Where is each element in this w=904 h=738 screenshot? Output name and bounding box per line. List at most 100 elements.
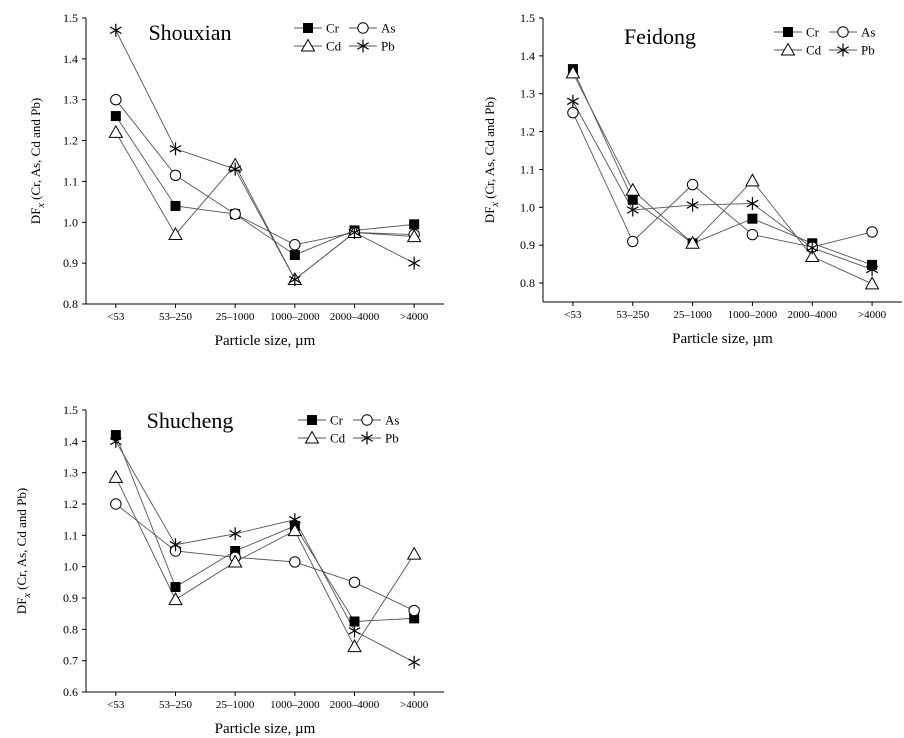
data-point-pb — [109, 434, 122, 448]
data-point-as — [348, 576, 361, 589]
data-point-as — [686, 178, 699, 191]
data-point-cr — [627, 194, 638, 205]
series-line-cr — [572, 68, 873, 266]
series-cd — [108, 469, 422, 653]
x-tick-label: 53–250 — [159, 699, 193, 711]
series-line-cr — [115, 434, 415, 622]
x-axis-title: Particle size, µm — [215, 721, 316, 737]
y-axis-title-rest: (Cr, As, Cd and Pb) — [28, 98, 43, 203]
data-point-cr — [409, 219, 420, 230]
series-as — [110, 498, 420, 617]
y-tick-label: 0.9 — [63, 256, 78, 270]
x-tick-label: 1000–2000 — [270, 699, 320, 711]
y-tick-label: 1.5 — [520, 11, 535, 25]
data-point-cd — [745, 173, 760, 187]
legend-label-cr: Cr — [806, 25, 820, 40]
legend-marker-cd — [780, 42, 796, 56]
legend-label-cr: Cr — [326, 21, 340, 36]
data-point-pb — [288, 272, 301, 286]
series-line-cd — [115, 477, 415, 648]
x-tick-label: <53 — [107, 699, 125, 711]
y-axis-title-main: DF — [482, 207, 497, 224]
data-point-cd — [625, 182, 641, 196]
data-point-cr — [747, 213, 758, 224]
legend-marker-cd — [300, 38, 316, 52]
data-point-pb — [229, 527, 242, 541]
series-line-pb — [115, 30, 415, 281]
x-tick-label: 25–1000 — [673, 309, 712, 321]
legend-label-as: As — [861, 25, 875, 40]
legend-marker-pb — [357, 39, 369, 53]
data-point-as — [746, 228, 759, 241]
data-point-cd — [406, 229, 422, 243]
legend-label-as: As — [381, 21, 395, 36]
data-point-cd — [108, 469, 124, 483]
y-tick-label: 1.4 — [63, 52, 78, 66]
y-tick-label: 1.5 — [63, 403, 78, 417]
legend-marker-as — [361, 414, 373, 426]
data-point-cd — [685, 235, 700, 249]
data-point-cr — [409, 613, 420, 624]
legend-label-cd: Cd — [330, 431, 346, 446]
data-point-as — [567, 106, 579, 119]
legend-marker-cr — [303, 23, 313, 33]
legend: Cr As Cd Pb — [294, 21, 395, 54]
data-point-pb — [408, 655, 421, 669]
data-point-as — [289, 556, 301, 568]
legend-label-pb: Pb — [385, 431, 399, 446]
y-tick-label: 1.3 — [520, 87, 535, 101]
legend-label-cr: Cr — [330, 413, 344, 428]
data-point-cd — [864, 276, 880, 290]
legend-label-pb: Pb — [381, 39, 395, 54]
data-point-cr — [110, 111, 121, 122]
series-as — [110, 94, 420, 251]
y-tick-label: 1.0 — [63, 215, 78, 229]
data-point-as — [110, 498, 122, 510]
y-tick-label: 0.7 — [63, 654, 78, 668]
series-pb — [566, 94, 879, 276]
data-point-pb — [866, 262, 879, 276]
data-point-pb — [408, 256, 421, 270]
legend-marker-pb — [361, 431, 373, 445]
x-tick-label: 53–250 — [616, 309, 650, 321]
data-point-as — [627, 235, 639, 248]
legend-label-cd: Cd — [806, 43, 822, 58]
data-point-pb — [169, 538, 182, 552]
data-point-pb — [686, 198, 699, 212]
y-axis-title: DFx (Cr, As, Cd and Pb) — [28, 98, 47, 224]
x-tick-label: 25–1000 — [216, 311, 255, 323]
data-point-cr — [349, 616, 360, 627]
series-cr — [567, 64, 878, 270]
data-point-cd — [168, 592, 183, 606]
data-point-cr — [230, 546, 241, 556]
x-tick-label: >4000 — [400, 311, 429, 323]
legend-label-pb: Pb — [861, 43, 875, 58]
data-point-pb — [109, 23, 122, 37]
chart-panel-feidong: 0.8 0.9 1.0 1.1 1.2 1.3 1.4 1.5 <53 53–250 25–1000… — [482, 11, 902, 347]
data-point-as — [229, 208, 241, 220]
y-axis-title-main: DF — [14, 598, 29, 615]
legend-label-as: As — [385, 413, 399, 428]
legend-marker-pb — [837, 43, 849, 57]
data-point-cd — [565, 65, 581, 79]
y-tick-label: 1.5 — [63, 11, 78, 25]
legend-marker-cd — [304, 430, 320, 444]
y-tick-label: 1.2 — [63, 134, 78, 148]
legend-marker-as — [837, 26, 849, 38]
series-line-as — [115, 503, 415, 611]
chart-panel-shouxian: 0.8 0.9 1.0 1.1 1.2 1.3 1.4 1.5 <53 53–250 25–1000… — [28, 11, 444, 349]
series-line-pb — [115, 441, 415, 663]
y-tick-label: 1.1 — [520, 162, 535, 176]
data-point-cd — [287, 523, 303, 537]
data-point-as — [866, 226, 878, 238]
y-tick-label: 1.1 — [63, 528, 78, 542]
data-point-cd — [804, 249, 820, 263]
y-axis-title-sub: x — [490, 202, 501, 208]
y-tick-label: 1.3 — [63, 93, 78, 107]
y-tick-label: 0.9 — [520, 238, 535, 252]
chart-title: Shouxian — [148, 20, 231, 45]
x-axis-title: Particle size, µm — [672, 331, 773, 347]
legend-label-cd: Cd — [326, 39, 342, 54]
y-axis-title-main: DF — [28, 208, 43, 225]
